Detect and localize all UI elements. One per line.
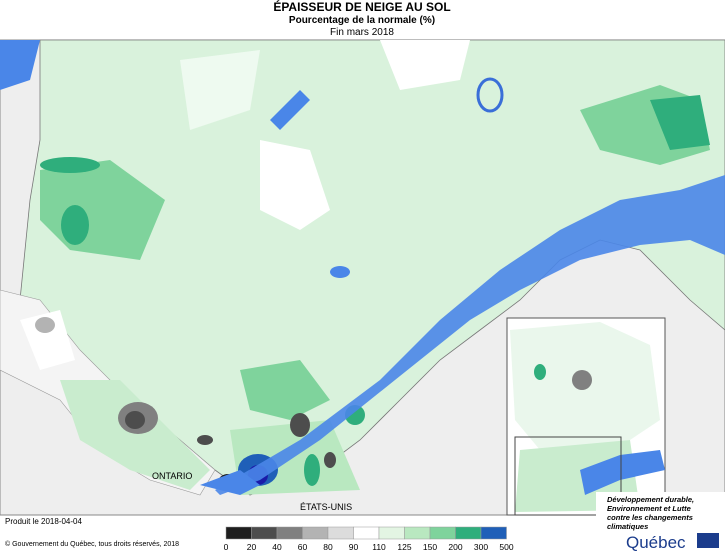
title: ÉPAISSEUR DE NEIGE AU SOL [273, 0, 450, 14]
legend-tick-label: 150 [423, 542, 437, 552]
flag [697, 533, 719, 548]
legend-swatch [378, 526, 405, 540]
legend-swatch [302, 526, 329, 540]
legend-tick-label: 300 [474, 542, 488, 552]
legend: 0 20 40 60 80 90 110 125 150 200 300 500 [224, 526, 514, 552]
legend-tick-label: 90 [349, 542, 359, 552]
produced-date: Produit le 2018-04-04 [5, 517, 82, 526]
legend-swatch [404, 526, 431, 540]
legend-swatch [327, 526, 354, 540]
legend-tick-label: 40 [272, 542, 282, 552]
logo-box: Développement durable, Environnement et … [596, 492, 725, 552]
subtitle: Pourcentage de la normale (%) [289, 15, 435, 26]
legend-tick-label: 60 [298, 542, 308, 552]
legend-swatch [276, 526, 303, 540]
legend-swatch [251, 526, 278, 540]
legend-swatch [353, 526, 380, 540]
legend-tick-label: 125 [397, 542, 411, 552]
ministry-line: contre les changements [607, 513, 693, 522]
ministry-line: Développement durable, [607, 495, 694, 504]
ministry-line: Environnement et Lutte [607, 504, 691, 513]
legend-tick-label: 200 [448, 542, 462, 552]
legend-swatch [429, 526, 456, 540]
brand: Québec [626, 533, 686, 552]
copyright: © Gouvernement du Québec, tous droits ré… [5, 540, 179, 548]
legend-tick-label: 500 [499, 542, 513, 552]
legend-swatch [225, 526, 252, 540]
legend-swatch [480, 526, 507, 540]
legend-tick-label: 80 [323, 542, 333, 552]
map [0, 39, 725, 516]
ontario-label: ONTARIO [152, 471, 192, 481]
legend-swatch [455, 526, 482, 540]
legend-tick-label: 0 [224, 542, 229, 552]
period: Fin mars 2018 [330, 27, 394, 38]
ministry-line: climatiques [607, 522, 648, 531]
legend-tick-label: 110 [372, 542, 386, 552]
usa-label: ÉTATS-UNIS [300, 502, 352, 512]
legend-tick-label: 20 [247, 542, 257, 552]
